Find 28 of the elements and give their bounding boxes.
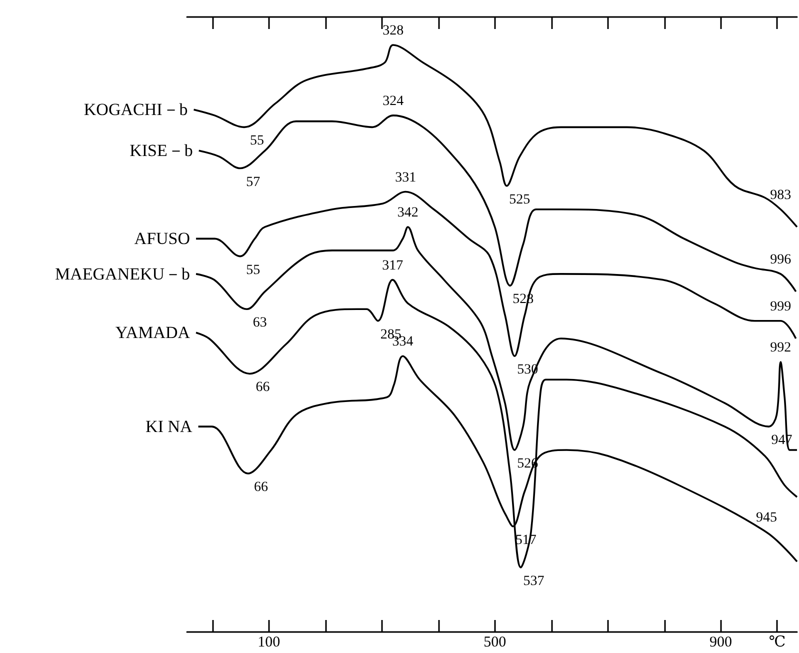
annotation: 537 bbox=[523, 574, 544, 589]
x-tick-label: ℃ bbox=[768, 634, 786, 650]
x-tick-label: 500 bbox=[484, 634, 506, 650]
series-label: YAMADA bbox=[115, 323, 191, 342]
annotation: 66 bbox=[256, 380, 270, 396]
annotation: 996 bbox=[770, 252, 792, 268]
annotation: 992 bbox=[770, 340, 792, 356]
annotation: 331 bbox=[395, 170, 416, 186]
annotation: 945 bbox=[756, 510, 777, 526]
annotation: 63 bbox=[252, 316, 267, 331]
annotation: 55 bbox=[250, 134, 264, 149]
annotation: 317 bbox=[382, 258, 404, 274]
series-label: KI NA bbox=[146, 417, 194, 436]
x-tick-label: 100 bbox=[258, 634, 280, 650]
series-label: KISE－b bbox=[130, 141, 193, 160]
annotation: 525 bbox=[509, 192, 530, 208]
annotation: 999 bbox=[770, 299, 792, 314]
annotation: 324 bbox=[382, 94, 404, 109]
annotation: 55 bbox=[246, 262, 260, 278]
series-label: KOGACHI－b bbox=[84, 100, 188, 120]
annotation: 342 bbox=[397, 205, 418, 220]
annotation: 328 bbox=[382, 24, 404, 38]
series-label: AFUSO bbox=[134, 229, 190, 248]
series-label: MAEGANEKU－b bbox=[54, 264, 190, 284]
x-tick-label: 900 bbox=[710, 634, 732, 650]
annotation: 57 bbox=[246, 174, 260, 190]
annotation: 983 bbox=[770, 188, 792, 203]
annotation: 66 bbox=[254, 480, 268, 496]
